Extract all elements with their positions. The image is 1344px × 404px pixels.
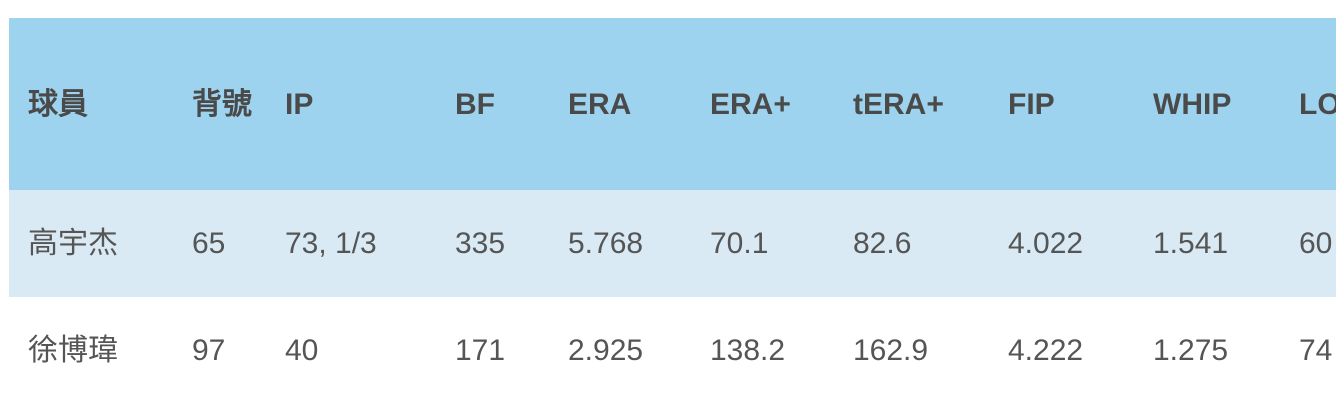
header-label-fip: FIP xyxy=(1008,87,1055,121)
cell-bf: 171 xyxy=(455,334,506,367)
cell-tera-plus: 162.9 xyxy=(853,334,929,367)
header-label-bf: BF xyxy=(455,87,495,121)
table-scroll-region[interactable]: 球員 背號 IP BF ERA ERA+ tERA+ FIP WHIP LO 高… xyxy=(9,18,1336,404)
cell-lob: 60 xyxy=(1299,227,1333,260)
header-cell-ip: IP xyxy=(266,18,436,190)
table-header: 球員 背號 IP BF ERA ERA+ tERA+ FIP WHIP LO xyxy=(9,18,1336,190)
header-label-lob: LO xyxy=(1299,87,1336,121)
header-label-ip: IP xyxy=(285,87,314,121)
header-cell-number: 背號 xyxy=(173,18,266,190)
pitching-stats-table: 球員 背號 IP BF ERA ERA+ tERA+ FIP WHIP LO 高… xyxy=(9,18,1336,404)
cell-whip: 1.275 xyxy=(1153,334,1229,367)
cell-era: 2.925 xyxy=(568,334,644,367)
header-label-era-plus: ERA+ xyxy=(710,87,791,121)
cell-player: 高宇杰 xyxy=(28,227,118,260)
header-cell-era: ERA xyxy=(549,18,691,190)
header-row: 球員 背號 IP BF ERA ERA+ tERA+ FIP WHIP LO xyxy=(9,18,1336,190)
header-cell-era-plus: ERA+ xyxy=(691,18,834,190)
header-label-whip: WHIP xyxy=(1153,87,1232,121)
header-label-number: 背號 xyxy=(192,88,252,122)
table-row-1: 高宇杰 65 73, 1/3 335 5.768 70.1 82.6 4.022… xyxy=(9,190,1336,297)
cell-ip: 40 xyxy=(285,334,319,367)
header-cell-bf: BF xyxy=(436,18,549,190)
cell-era-plus: 70.1 xyxy=(710,227,769,260)
cell-number: 97 xyxy=(192,334,226,367)
cell-whip: 1.541 xyxy=(1153,227,1229,260)
cell-tera-plus: 82.6 xyxy=(853,227,912,260)
cell-fip: 4.022 xyxy=(1008,227,1084,260)
table-body: 高宇杰 65 73, 1/3 335 5.768 70.1 82.6 4.022… xyxy=(9,190,1336,404)
cell-fip: 4.222 xyxy=(1008,334,1084,367)
header-label-player: 球員 xyxy=(28,87,88,121)
cell-lob: 74 xyxy=(1299,334,1333,367)
header-cell-whip: WHIP xyxy=(1134,18,1280,190)
header-cell-fip: FIP xyxy=(989,18,1134,190)
header-cell-player: 球員 xyxy=(9,18,173,190)
header-cell-tera-plus: tERA+ xyxy=(834,18,989,190)
cell-era: 5.768 xyxy=(568,227,644,260)
header-label-tera-plus: tERA+ xyxy=(853,87,944,121)
header-cell-lob: LO xyxy=(1280,18,1336,190)
cell-player: 徐博瑋 xyxy=(28,334,118,367)
cell-ip: 73, 1/3 xyxy=(285,227,377,260)
cell-era-plus: 138.2 xyxy=(710,334,786,367)
cell-number: 65 xyxy=(192,227,226,260)
header-label-era: ERA xyxy=(568,87,632,121)
cell-bf: 335 xyxy=(455,227,506,260)
table-row-2: 徐博瑋 97 40 171 2.925 138.2 162.9 4.222 1.… xyxy=(9,297,1336,404)
